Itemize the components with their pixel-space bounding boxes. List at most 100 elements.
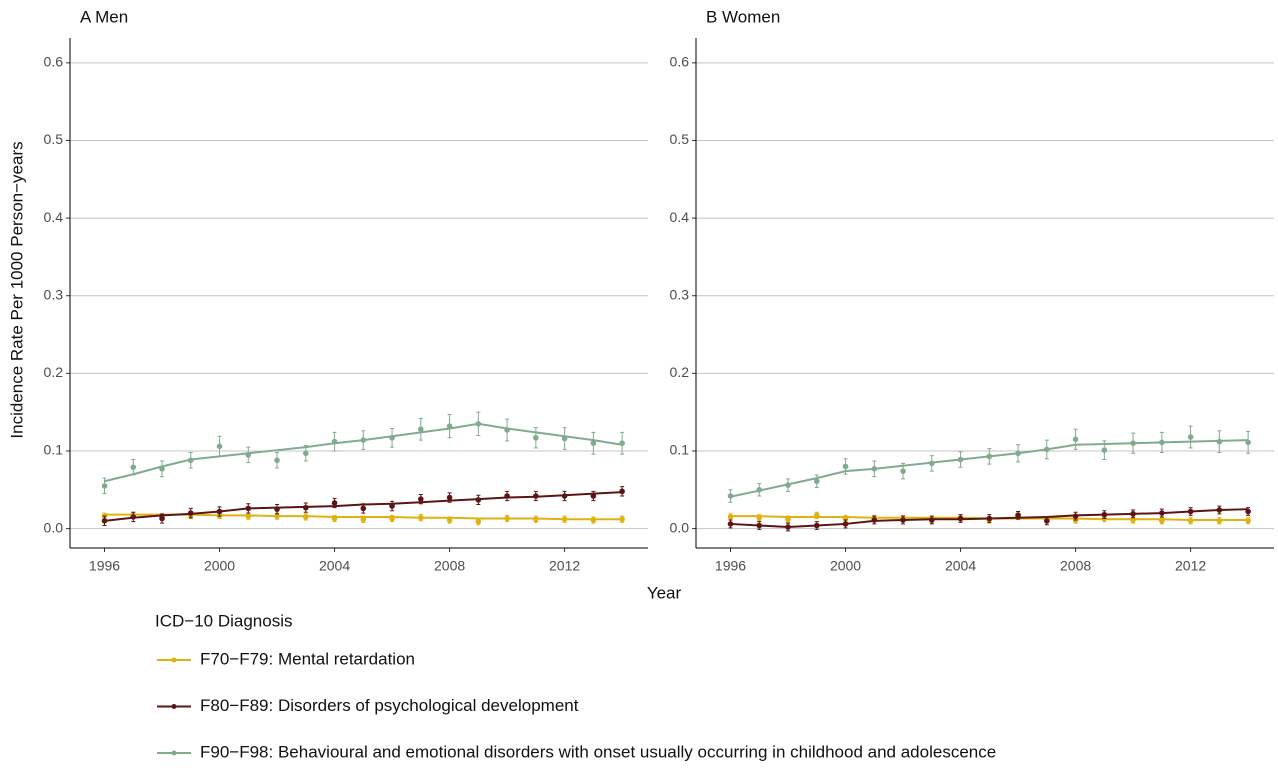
point xyxy=(504,515,510,522)
point xyxy=(1072,513,1079,519)
point xyxy=(1130,511,1136,517)
point xyxy=(1101,511,1108,518)
point xyxy=(446,517,453,523)
point xyxy=(561,493,568,499)
point xyxy=(475,497,482,503)
point xyxy=(1044,446,1050,453)
point xyxy=(389,503,395,509)
point xyxy=(187,457,194,464)
point xyxy=(389,434,395,441)
point xyxy=(446,423,453,429)
point xyxy=(619,440,625,447)
y-tick-label: 0.3 xyxy=(44,286,64,302)
point xyxy=(1159,439,1165,446)
point xyxy=(590,517,597,523)
legend-marker xyxy=(171,657,177,663)
point xyxy=(504,427,510,433)
point xyxy=(727,514,734,520)
y-tick-label: 0.1 xyxy=(44,442,64,458)
point xyxy=(504,493,510,499)
point xyxy=(389,515,395,522)
y-tick-label: 0.2 xyxy=(44,364,64,380)
point xyxy=(785,516,791,523)
point xyxy=(842,463,849,470)
point xyxy=(813,512,820,519)
point xyxy=(130,514,137,520)
point xyxy=(159,466,165,472)
point xyxy=(101,483,108,489)
point xyxy=(1015,450,1021,457)
point xyxy=(561,516,568,523)
legend-marker xyxy=(171,750,177,756)
point xyxy=(1130,517,1136,523)
point xyxy=(986,453,993,460)
y-tick-label: 0.1 xyxy=(670,442,690,458)
x-tick-label: 2000 xyxy=(204,558,235,574)
point xyxy=(245,513,252,519)
point xyxy=(533,434,539,441)
point xyxy=(957,515,964,522)
point xyxy=(274,506,280,512)
point xyxy=(303,450,309,457)
point xyxy=(303,514,309,520)
point xyxy=(590,493,597,499)
point xyxy=(1245,508,1251,515)
x-tick-label: 2000 xyxy=(830,558,861,574)
y-tick-label: 0.0 xyxy=(44,519,64,535)
y-tick-label: 0.4 xyxy=(670,209,690,225)
point xyxy=(1044,518,1050,524)
y-tick-label: 0.0 xyxy=(670,519,690,535)
point xyxy=(187,510,194,516)
x-tick-label: 1996 xyxy=(89,558,120,574)
point xyxy=(245,452,252,458)
point xyxy=(331,515,338,522)
x-tick-label: 2012 xyxy=(1175,558,1206,574)
legend-label: F90−F98: Behavioural and emotional disor… xyxy=(200,742,996,761)
y-tick-label: 0.6 xyxy=(44,54,64,70)
point xyxy=(159,515,165,522)
x-tick-label: 1996 xyxy=(715,558,746,574)
point xyxy=(1101,447,1108,453)
legend-title: ICD−10 Diagnosis xyxy=(155,611,293,630)
point xyxy=(475,518,482,525)
point xyxy=(986,515,993,522)
point xyxy=(216,443,223,450)
legend-marker xyxy=(171,704,177,709)
point xyxy=(130,464,137,471)
x-tick-label: 2012 xyxy=(549,558,580,574)
point xyxy=(756,486,763,493)
point xyxy=(1015,512,1021,519)
point xyxy=(957,456,964,463)
y-tick-label: 0.6 xyxy=(670,54,690,70)
point xyxy=(900,468,906,474)
point xyxy=(418,496,424,502)
y-tick-label: 0.3 xyxy=(670,286,690,302)
point xyxy=(1187,508,1194,515)
point xyxy=(785,482,791,488)
point xyxy=(785,524,791,530)
point xyxy=(900,517,906,523)
panel-title: A Men xyxy=(80,7,128,26)
point xyxy=(331,500,338,506)
point xyxy=(590,440,597,447)
x-tick-label: 2008 xyxy=(434,558,465,574)
point xyxy=(1187,434,1194,440)
point xyxy=(303,504,309,511)
point xyxy=(418,426,424,433)
y-tick-label: 0.2 xyxy=(670,364,690,380)
point xyxy=(1187,518,1194,524)
point xyxy=(360,437,367,443)
point xyxy=(1216,438,1223,445)
legend-label: F80−F89: Disorders of psychological deve… xyxy=(200,696,579,715)
point xyxy=(813,522,820,529)
point xyxy=(1130,440,1136,447)
point xyxy=(101,518,108,524)
point xyxy=(561,435,568,442)
point xyxy=(216,508,223,515)
x-tick-label: 2008 xyxy=(1060,558,1091,574)
point xyxy=(475,420,482,427)
point xyxy=(929,517,935,523)
point xyxy=(1159,510,1165,516)
point xyxy=(756,514,763,521)
y-tick-label: 0.4 xyxy=(44,209,64,225)
